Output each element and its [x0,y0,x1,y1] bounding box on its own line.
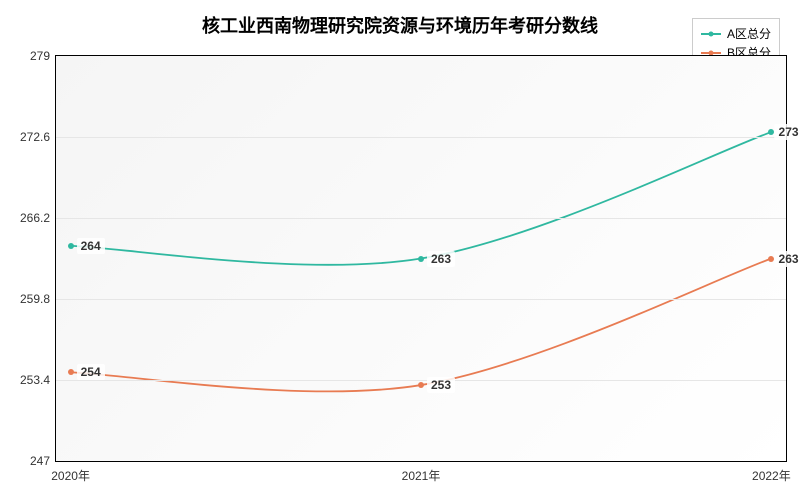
x-tick-label: 2020年 [51,461,90,484]
data-marker [418,256,424,262]
y-tick-label: 259.8 [20,292,56,306]
data-label: 264 [77,238,105,254]
y-tick-label: 272.6 [20,130,56,144]
gridline [56,299,786,300]
legend-swatch-b [701,52,721,54]
data-marker [768,256,774,262]
legend-label-a: A区总分 [727,25,771,42]
data-label: 263 [427,251,455,267]
series-line [71,259,772,392]
data-marker [768,129,774,135]
plot-area: 247253.4259.8266.2272.62792020年2021年2022… [55,55,787,462]
y-tick-label: 266.2 [20,211,56,225]
chart-container: 核工业西南物理研究院资源与环境历年考研分数线 A区总分 B区总分 247253.… [0,0,800,500]
data-label: 253 [427,377,455,393]
y-tick-label: 253.4 [20,373,56,387]
data-label: 254 [77,364,105,380]
series-line [71,132,772,265]
gridline [56,380,786,381]
data-marker [68,369,74,375]
y-tick-label: 279 [30,49,56,63]
x-tick-label: 2021年 [402,461,441,484]
legend-swatch-a [701,33,721,35]
data-marker [68,243,74,249]
data-marker [418,382,424,388]
gridline [56,137,786,138]
data-label: 273 [775,124,800,140]
legend-item-a: A区总分 [701,25,771,42]
gridline [56,218,786,219]
chart-title: 核工业西南物理研究院资源与环境历年考研分数线 [202,12,598,38]
x-tick-label: 2022年 [752,461,791,484]
data-label: 263 [775,251,800,267]
